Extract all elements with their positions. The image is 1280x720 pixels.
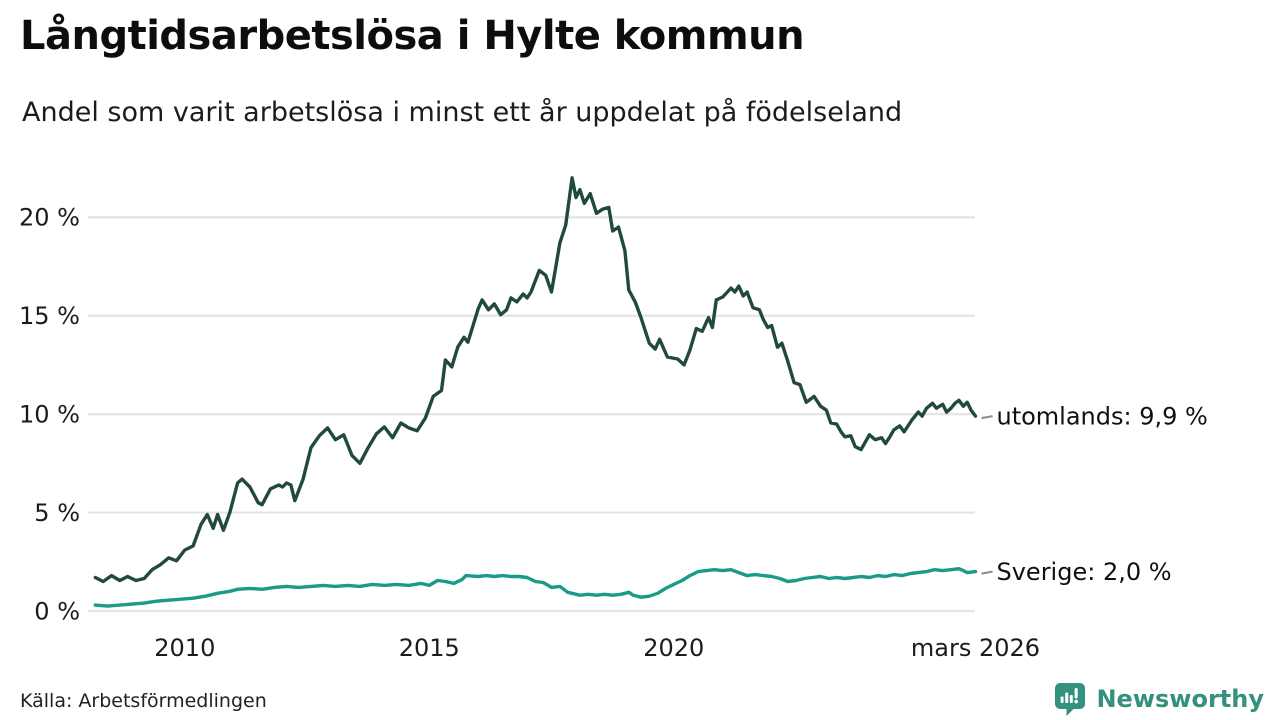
label-connector-utomlands [981, 415, 993, 420]
newsworthy-bubble-icon [1055, 683, 1086, 716]
page-title: Långtidsarbetslösa i Hylte kommun [20, 13, 805, 59]
bar-chart-glyph [1061, 688, 1079, 704]
x-axis-tick-label: 2015 [399, 634, 460, 662]
y-axis-tick-label: 10 % [19, 401, 80, 429]
y-axis-tick-label: 15 % [19, 302, 80, 330]
series-end-label-Sverige: Sverige: 2,0 % [996, 558, 1171, 586]
y-axis-tick-label: 20 % [19, 204, 80, 232]
label-connector-Sverige [981, 570, 993, 575]
series-line-utomlands [93, 176, 978, 584]
series-line-Sverige [93, 567, 978, 608]
source-note: Källa: Arbetsförmedlingen [20, 690, 267, 712]
brand-name: Newsworthy [1096, 684, 1264, 713]
x-axis-tick-label: 2020 [643, 634, 704, 662]
page-subtitle: Andel som varit arbetslösa i minst ett å… [22, 97, 903, 128]
y-axis-tick-label: 5 % [34, 499, 80, 527]
x-axis-tick-label: mars 2026 [911, 634, 1040, 662]
y-axis-tick-label: 0 % [34, 598, 80, 626]
brand-logo: Newsworthy [1052, 680, 1264, 717]
series-end-label-utomlands: utomlands: 9,9 % [996, 403, 1207, 431]
x-axis-tick-label: 2010 [154, 634, 215, 662]
